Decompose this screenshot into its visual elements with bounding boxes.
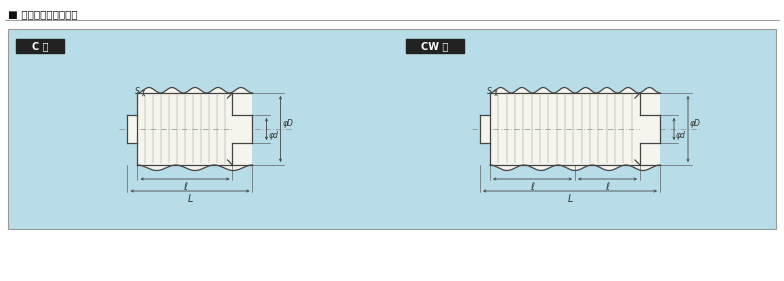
Text: C 型: C 型 xyxy=(31,41,49,51)
Bar xyxy=(137,93,252,165)
Polygon shape xyxy=(490,165,660,171)
Polygon shape xyxy=(490,87,660,93)
Text: φD: φD xyxy=(690,119,701,128)
Text: φD: φD xyxy=(282,119,293,128)
Text: ℓ: ℓ xyxy=(605,182,609,192)
Text: L: L xyxy=(187,194,193,204)
Bar xyxy=(233,115,252,143)
Text: φd: φd xyxy=(676,130,686,139)
Text: S: S xyxy=(135,87,140,96)
Bar xyxy=(406,39,464,53)
Polygon shape xyxy=(137,87,252,93)
Bar xyxy=(8,29,776,229)
Bar xyxy=(640,115,660,143)
Bar xyxy=(490,93,660,165)
Text: ℓ: ℓ xyxy=(531,182,535,192)
Text: CW 型: CW 型 xyxy=(421,41,448,51)
Polygon shape xyxy=(137,165,252,171)
Text: S: S xyxy=(487,87,492,96)
Text: ■ 図面・製品仕様表組: ■ 図面・製品仕様表組 xyxy=(8,9,78,19)
Bar xyxy=(480,115,490,143)
Bar xyxy=(16,39,64,53)
Bar xyxy=(128,115,137,143)
Text: ℓ: ℓ xyxy=(183,182,187,192)
Text: L: L xyxy=(568,194,572,204)
Text: φd: φd xyxy=(268,130,278,139)
